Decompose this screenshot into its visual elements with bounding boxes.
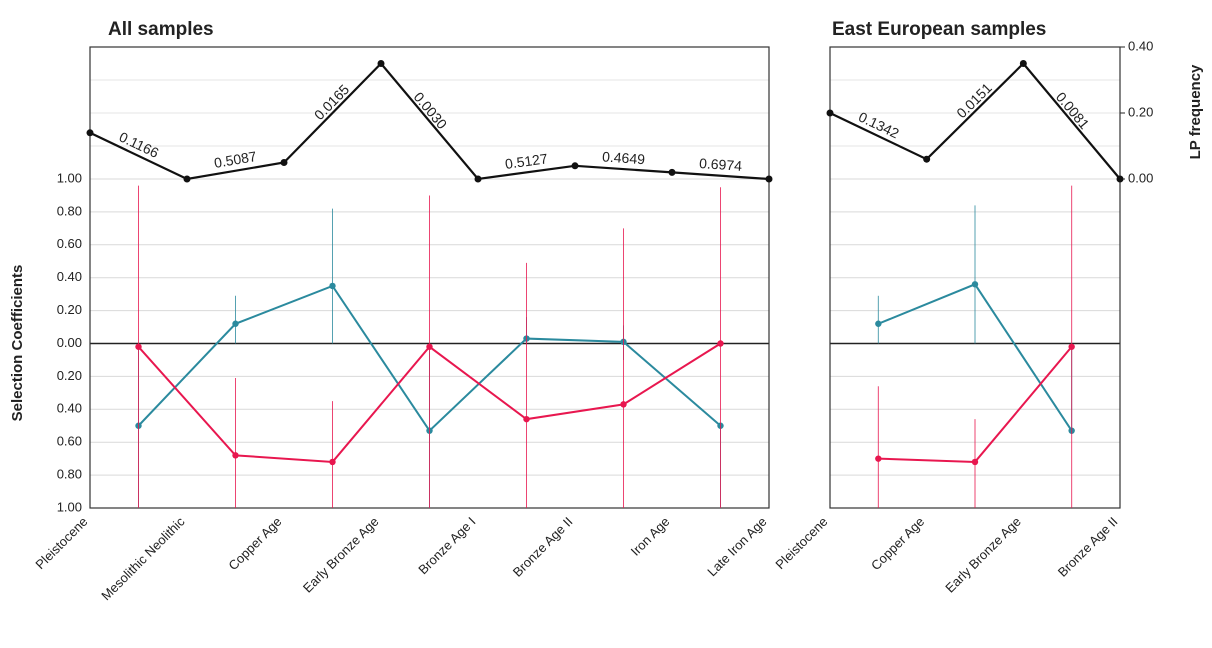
x-tick-label: Pleistocene — [32, 514, 90, 572]
selection-point — [329, 282, 336, 290]
selection-point — [426, 343, 433, 350]
p-value-annotation: 0.0030 — [411, 89, 451, 132]
y-tick-label: 1.00 — [57, 499, 82, 514]
x-tick-label: Pleistocene — [772, 514, 830, 572]
y-tick-label: 0.20 — [57, 368, 82, 383]
lp-point — [474, 175, 482, 183]
y-tick-label: 0.80 — [57, 203, 82, 218]
y-tick-label: 0.40 — [57, 401, 82, 416]
x-tick-label: Copper Age — [225, 514, 284, 573]
selection-point — [232, 452, 239, 459]
selection-point — [971, 458, 979, 466]
lp-point — [826, 109, 834, 117]
x-tick-label: Iron Age — [628, 514, 673, 559]
selection-point — [971, 281, 979, 288]
lp-point — [1019, 60, 1027, 67]
x-tick-label: Bronze Age II — [1055, 514, 1121, 580]
selection-point — [329, 458, 336, 466]
y2-tick-label: 0.40 — [1128, 38, 1153, 53]
y-tick-label: 0.80 — [57, 467, 82, 482]
y-tick-label: 0.60 — [57, 434, 82, 449]
lp-point — [765, 175, 773, 183]
y-axis-label: Selection Coefficients — [9, 265, 26, 422]
x-tick-label: Copper Age — [868, 514, 927, 573]
p-value-annotation: 0.0081 — [1053, 89, 1093, 132]
y2-tick-label: 0.20 — [1128, 104, 1153, 119]
selection-point — [717, 340, 724, 347]
p-value-annotation: 0.5127 — [504, 150, 549, 172]
lp-line — [89, 61, 770, 181]
x-tick-label: Mesolithic Neolithic — [98, 514, 188, 604]
lp-point — [280, 159, 288, 166]
y-tick-label: 1.00 — [57, 170, 82, 185]
lp-point — [183, 175, 191, 183]
x-tick-label: Early Bronze Age — [300, 514, 382, 596]
y-tick-label: 0.60 — [57, 236, 82, 251]
p-value-annotation: 0.0151 — [953, 80, 995, 122]
lp-line — [829, 61, 1121, 180]
p-value-annotation: 0.6974 — [699, 155, 743, 174]
y-tick-label: 0.40 — [57, 269, 82, 284]
p-value-annotation: 0.0165 — [311, 81, 353, 123]
lp-point — [571, 162, 579, 170]
selection-point — [523, 415, 530, 423]
y2-axis-label: LP frequency — [1187, 64, 1204, 159]
lp-point — [86, 129, 94, 137]
x-tick-label: Bronze Age II — [510, 514, 576, 580]
selection-point — [232, 320, 239, 327]
x-tick-label: Late Iron Age — [704, 514, 769, 579]
x-tick-label: Bronze Age I — [415, 514, 478, 577]
x-tick-label: Early Bronze Age — [942, 514, 1024, 596]
chart-title: East European samples — [832, 19, 1046, 40]
lp-point — [668, 168, 676, 176]
y2-tick-label: 0.00 — [1128, 170, 1153, 185]
y-tick-label: 0.00 — [57, 335, 82, 350]
selection-point — [875, 455, 882, 462]
y-tick-label: 0.20 — [57, 302, 82, 317]
chart-title: All samples — [108, 19, 214, 40]
selection-point — [875, 320, 882, 327]
p-value-annotation: 0.5087 — [213, 148, 258, 171]
lp-point — [923, 155, 931, 163]
selection-point — [135, 343, 142, 350]
selection-point — [620, 401, 627, 408]
lp-point — [377, 60, 385, 67]
p-value-annotation: 0.4649 — [602, 148, 646, 167]
selection-point — [1068, 343, 1075, 350]
lp-point — [1116, 175, 1124, 183]
